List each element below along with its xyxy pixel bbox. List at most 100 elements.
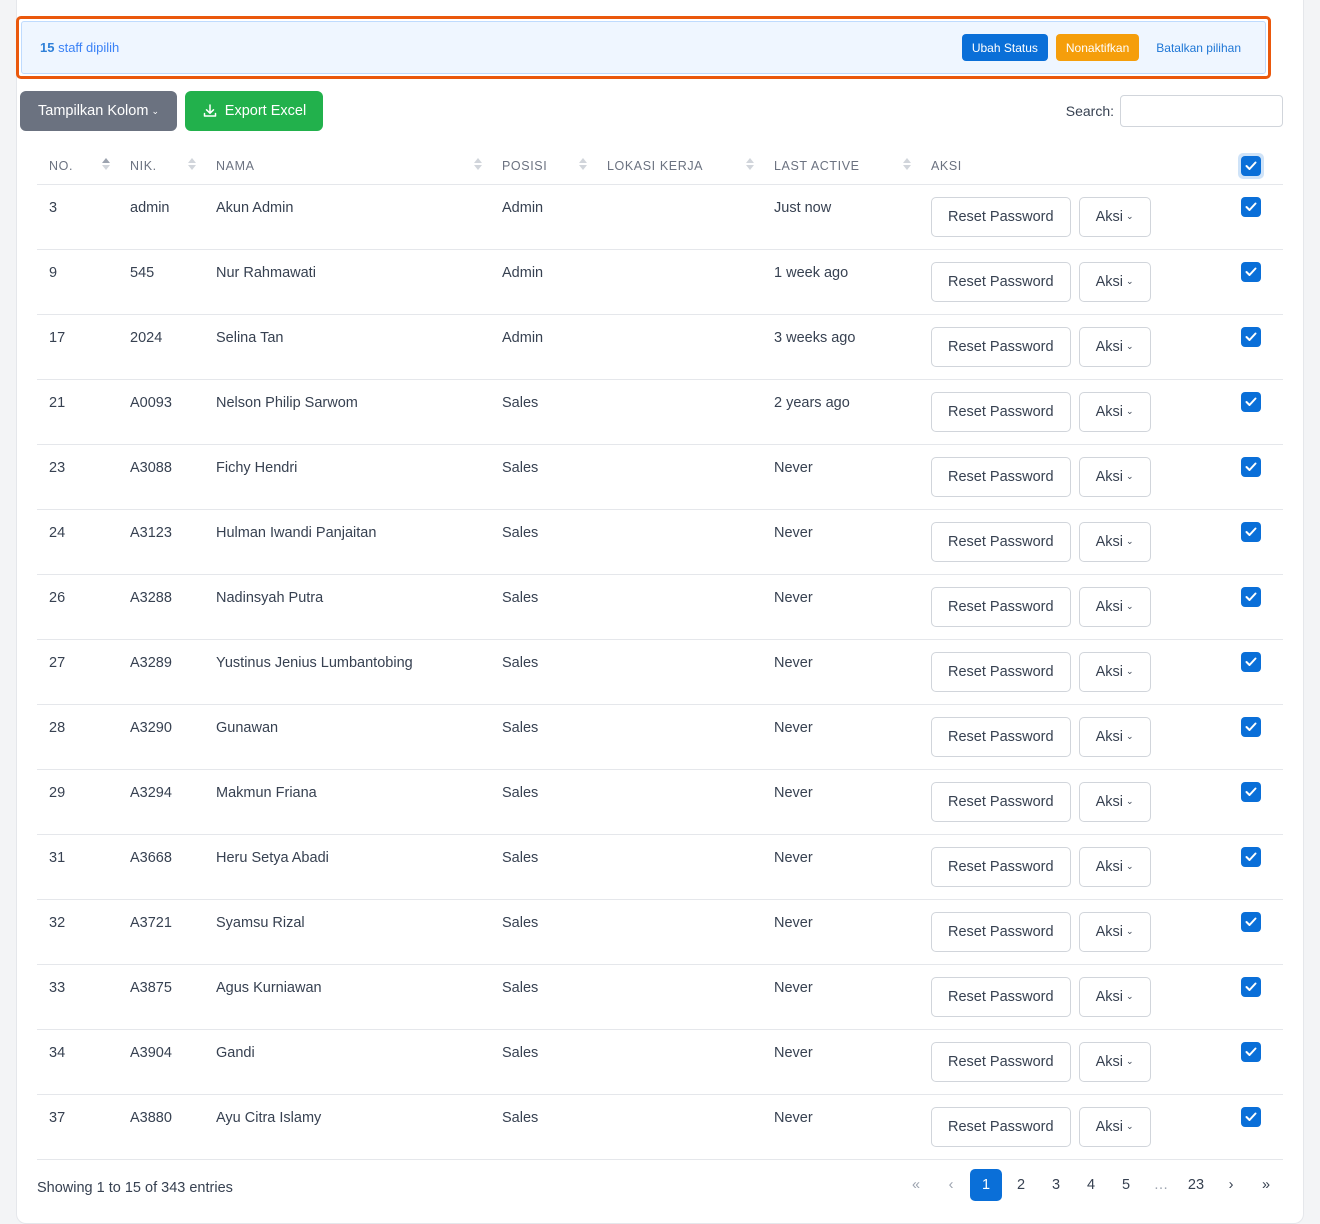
table-row: 33 A3875 Agus Kurniawan Sales Never Reset Pas… — [37, 964, 1283, 1030]
cancel-selection-button[interactable]: Batalkan pilihan — [1147, 34, 1251, 61]
cell-nama: Selina Tan — [204, 314, 490, 380]
cell-lokasi — [595, 704, 762, 770]
aksi-dropdown-button[interactable]: Aksi ⌄ — [1078, 976, 1151, 1017]
reset-password-button[interactable]: Reset Password — [931, 846, 1071, 887]
cell-select — [1221, 639, 1283, 705]
aksi-dropdown-button[interactable]: Aksi ⌄ — [1078, 846, 1151, 887]
bulk-action-bar: 15 staff dipilih Ubah Status Nonaktifkan… — [16, 16, 1271, 79]
page-button[interactable]: 5 — [1121, 1177, 1131, 1193]
cell-no: 29 — [37, 769, 118, 835]
cell-no: 31 — [37, 834, 118, 900]
row-select-checkbox[interactable] — [1241, 651, 1261, 672]
page-button[interactable]: 3 — [1051, 1177, 1061, 1193]
cell-nik: A3289 — [118, 639, 204, 705]
cell-lokasi — [595, 769, 762, 835]
check-icon — [1245, 787, 1257, 796]
last-page-button[interactable]: » — [1261, 1177, 1271, 1193]
row-select-checkbox[interactable] — [1241, 781, 1261, 802]
page-button[interactable]: 1 — [970, 1169, 1002, 1201]
reset-password-button[interactable]: Reset Password — [931, 261, 1071, 302]
row-select-checkbox[interactable] — [1241, 976, 1261, 997]
column-header-last-active[interactable]: LAST ACTIVE — [762, 148, 919, 185]
reset-password-button[interactable]: Reset Password — [931, 456, 1071, 497]
row-select-checkbox[interactable] — [1241, 196, 1261, 217]
column-header-nama[interactable]: NAMA — [204, 148, 490, 185]
cell-posisi: Sales — [490, 899, 595, 965]
aksi-dropdown-button[interactable]: Aksi ⌄ — [1078, 521, 1151, 562]
column-header-posisi[interactable]: POSISI — [490, 148, 595, 185]
reset-password-button[interactable]: Reset Password — [931, 716, 1071, 757]
aksi-dropdown-button[interactable]: Aksi ⌄ — [1078, 261, 1151, 302]
cell-nama: Nur Rahmawati — [204, 249, 490, 315]
row-select-checkbox[interactable] — [1241, 261, 1261, 282]
row-select-checkbox[interactable] — [1241, 586, 1261, 607]
check-icon — [1245, 657, 1257, 666]
aksi-dropdown-button[interactable]: Aksi ⌄ — [1078, 196, 1151, 237]
deactivate-button[interactable]: Nonaktifkan — [1055, 34, 1140, 61]
chevron-down-icon: ⌄ — [1125, 276, 1134, 286]
cell-last-active: Never — [762, 574, 919, 640]
cell-last-active: Never — [762, 509, 919, 575]
chevron-down-icon: ⌄ — [1125, 926, 1134, 936]
aksi-dropdown-button[interactable]: Aksi ⌄ — [1078, 781, 1151, 822]
aksi-dropdown-button[interactable]: Aksi ⌄ — [1078, 456, 1151, 497]
reset-password-button[interactable]: Reset Password — [931, 911, 1071, 952]
aksi-dropdown-button[interactable]: Aksi ⌄ — [1078, 391, 1151, 432]
cell-nik: 2024 — [118, 314, 204, 380]
column-header-no[interactable]: NO. — [37, 148, 118, 185]
first-page-button[interactable]: « — [911, 1177, 921, 1193]
cell-nama: Makmun Friana — [204, 769, 490, 835]
cell-nama: Yustinus Jenius Lumbantobing — [204, 639, 490, 705]
aksi-dropdown-button[interactable]: Aksi ⌄ — [1078, 586, 1151, 627]
reset-password-button[interactable]: Reset Password — [931, 1041, 1071, 1082]
aksi-dropdown-button[interactable]: Aksi ⌄ — [1078, 651, 1151, 692]
table-toolbar: Tampilkan Kolom ⌄ Export Excel Search: — [20, 91, 1283, 131]
next-page-button[interactable]: › — [1228, 1177, 1234, 1193]
row-select-checkbox[interactable] — [1241, 1106, 1261, 1127]
cell-nama: Agus Kurniawan — [204, 964, 490, 1030]
row-select-checkbox[interactable] — [1241, 456, 1261, 477]
show-columns-button[interactable]: Tampilkan Kolom ⌄ — [20, 91, 177, 131]
aksi-dropdown-button[interactable]: Aksi ⌄ — [1078, 716, 1151, 757]
reset-password-button[interactable]: Reset Password — [931, 651, 1071, 692]
page-button[interactable]: 2 — [1016, 1177, 1026, 1193]
select-all-checkbox[interactable] — [1238, 152, 1264, 179]
row-select-checkbox[interactable] — [1241, 1041, 1261, 1062]
reset-password-button[interactable]: Reset Password — [931, 196, 1071, 237]
reset-password-button[interactable]: Reset Password — [931, 976, 1071, 1017]
row-select-checkbox[interactable] — [1241, 846, 1261, 867]
cell-select — [1221, 379, 1283, 445]
aksi-dropdown-button[interactable]: Aksi ⌄ — [1078, 326, 1151, 367]
aksi-dropdown-button[interactable]: Aksi ⌄ — [1078, 1106, 1151, 1147]
cell-last-active: Never — [762, 1029, 919, 1095]
reset-password-button[interactable]: Reset Password — [931, 586, 1071, 627]
check-icon — [1245, 1112, 1257, 1121]
aksi-dropdown-button[interactable]: Aksi ⌄ — [1078, 1041, 1151, 1082]
page-button[interactable]: 4 — [1086, 1177, 1096, 1193]
reset-password-button[interactable]: Reset Password — [931, 1106, 1071, 1147]
row-select-checkbox[interactable] — [1241, 716, 1261, 737]
cell-last-active: Never — [762, 834, 919, 900]
row-select-checkbox[interactable] — [1241, 326, 1261, 347]
aksi-dropdown-button[interactable]: Aksi ⌄ — [1078, 911, 1151, 952]
page-button[interactable]: 23 — [1187, 1177, 1205, 1193]
reset-password-button[interactable]: Reset Password — [931, 521, 1071, 562]
column-header-label: AKSI — [931, 158, 962, 173]
reset-password-button[interactable]: Reset Password — [931, 391, 1071, 432]
cell-posisi: Sales — [490, 964, 595, 1030]
column-header-lokasi-kerja[interactable]: LOKASI KERJA — [595, 148, 762, 185]
row-select-checkbox[interactable] — [1241, 521, 1261, 542]
pagination: «‹ 1 2 3 4 5… 23 ›» — [900, 1169, 1285, 1201]
row-select-checkbox[interactable] — [1241, 391, 1261, 412]
reset-password-button[interactable]: Reset Password — [931, 781, 1071, 822]
prev-page-button[interactable]: ‹ — [948, 1177, 954, 1193]
column-header-nik[interactable]: NIK. — [118, 148, 204, 185]
chevron-down-icon: ⌄ — [1125, 666, 1134, 676]
cell-nik: A3088 — [118, 444, 204, 510]
cell-no: 21 — [37, 379, 118, 445]
reset-password-button[interactable]: Reset Password — [931, 326, 1071, 367]
change-status-button[interactable]: Ubah Status — [961, 34, 1048, 61]
row-select-checkbox[interactable] — [1241, 911, 1261, 932]
export-excel-button[interactable]: Export Excel — [185, 91, 323, 131]
search-input[interactable] — [1120, 95, 1283, 127]
